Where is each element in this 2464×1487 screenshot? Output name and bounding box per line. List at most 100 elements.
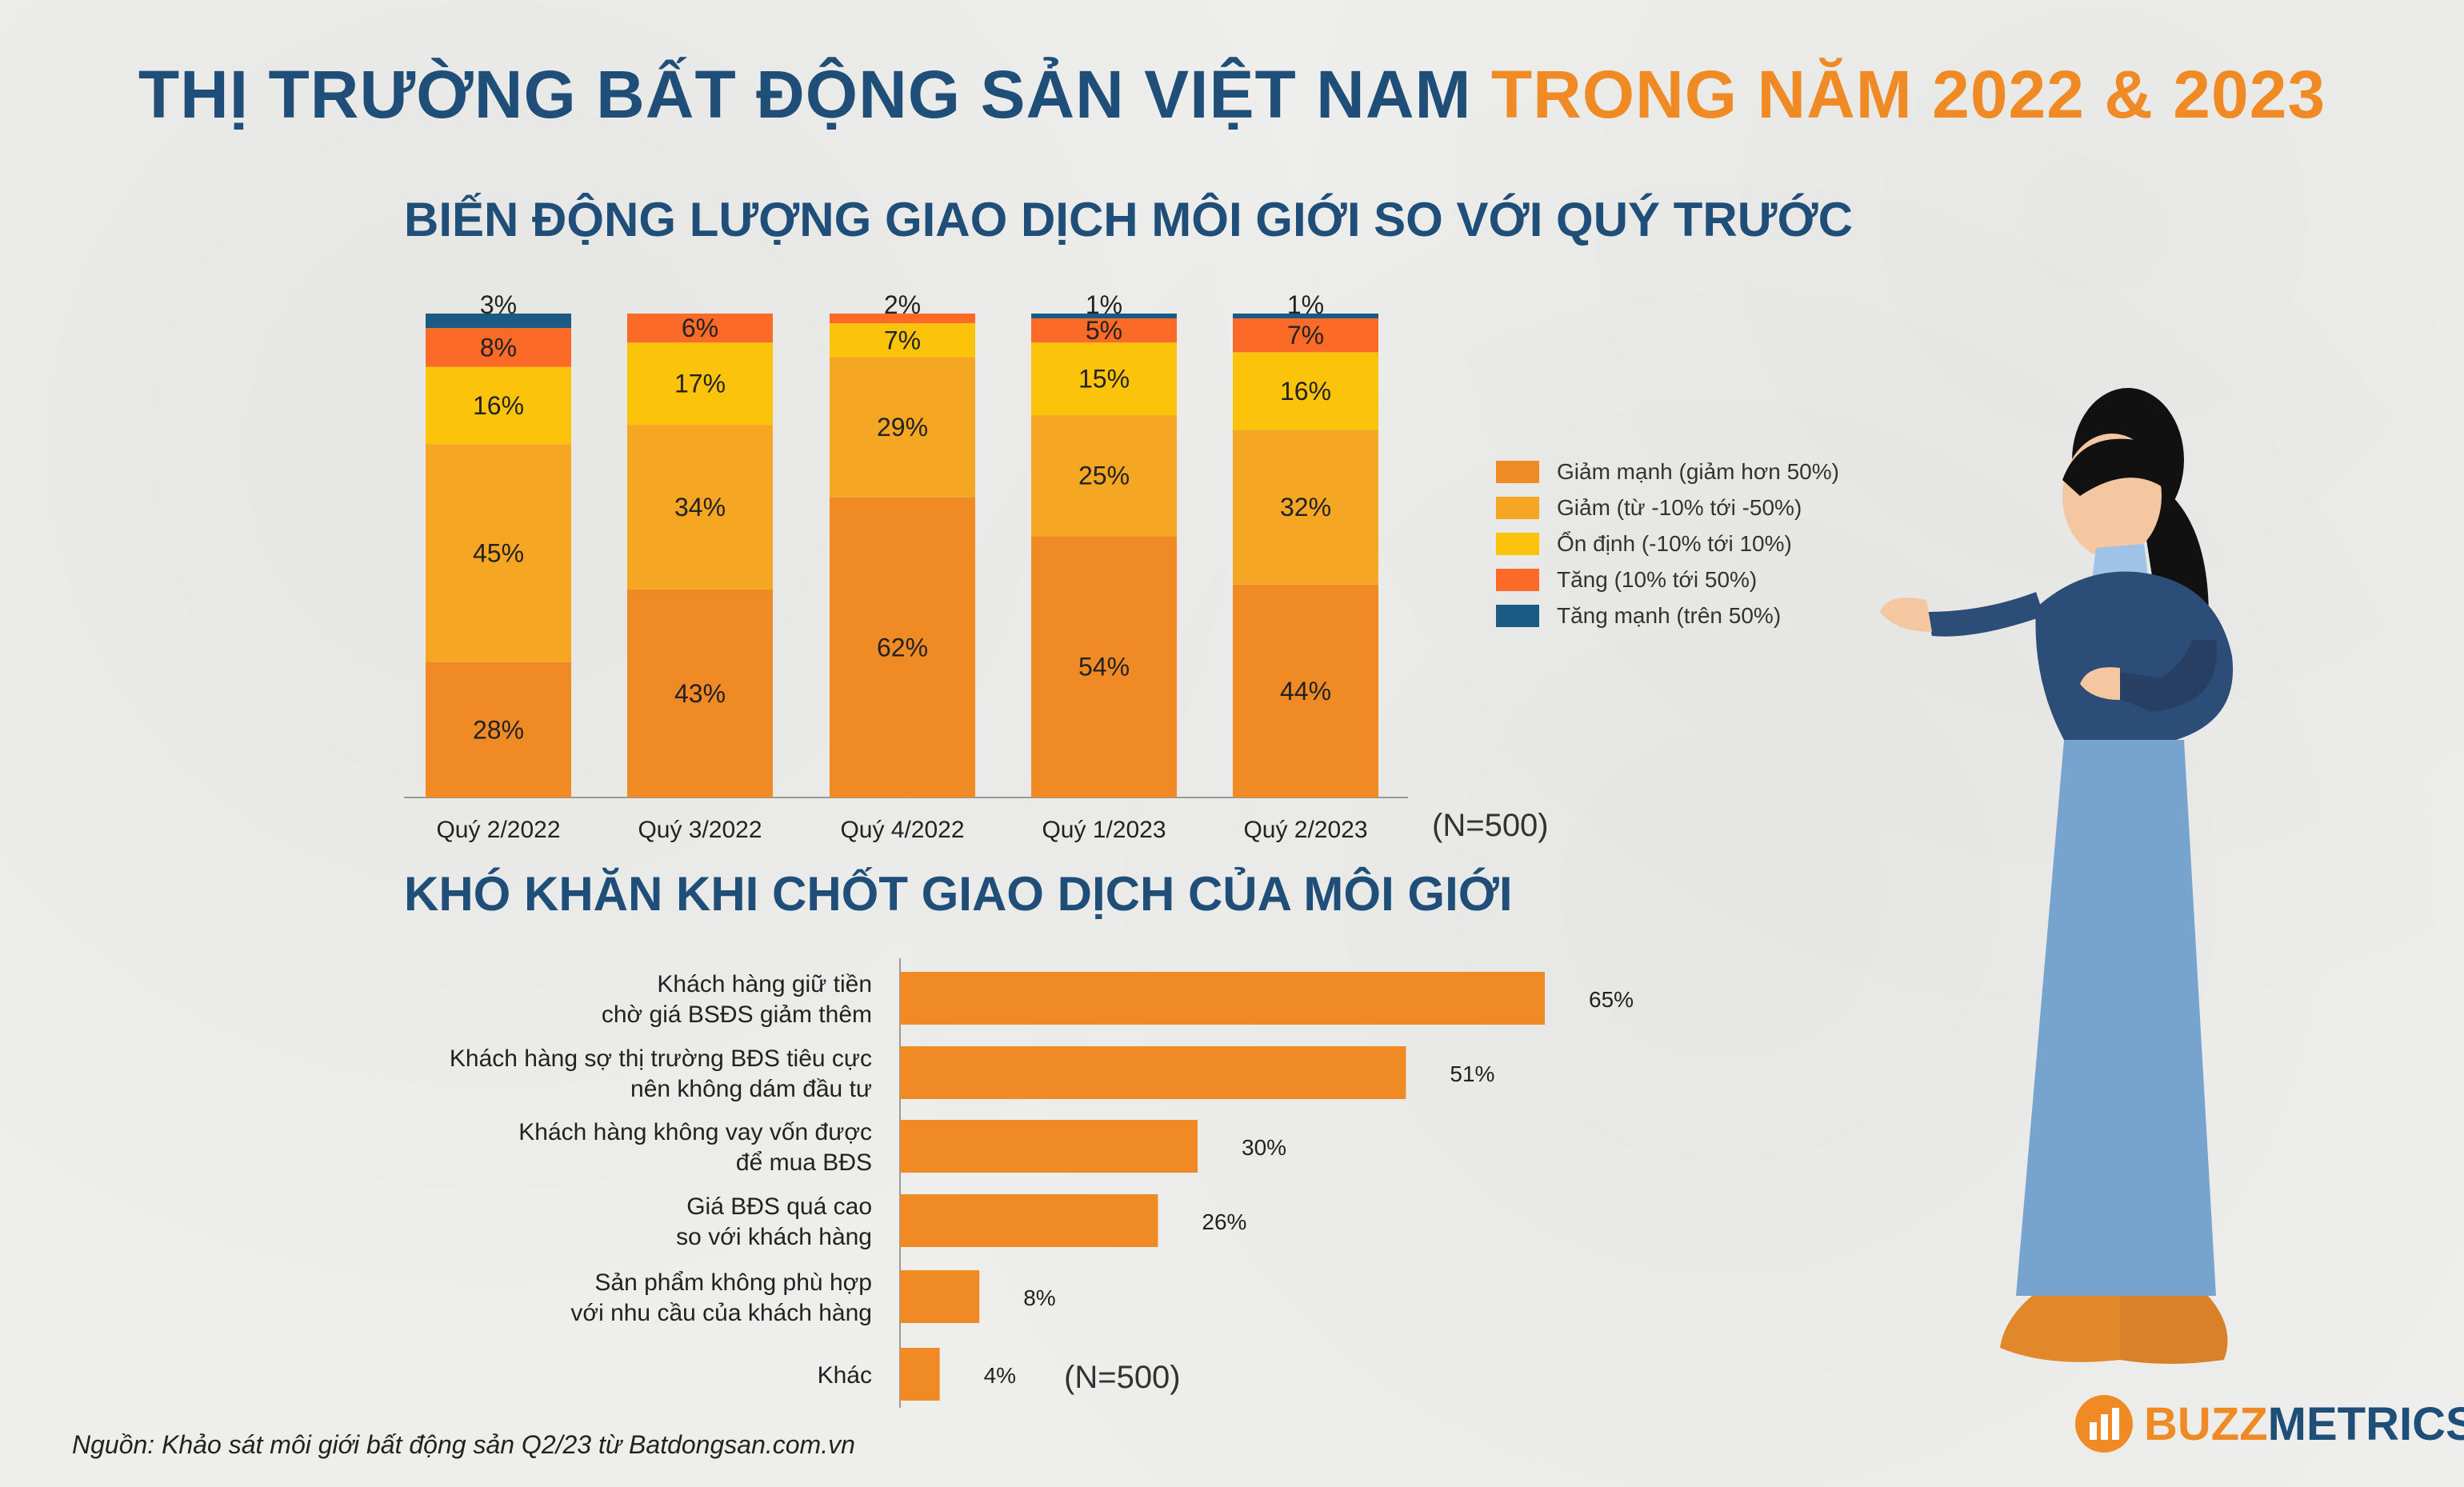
stacked-bar-segment [1233,584,1378,797]
horizontal-chart-category-label: nên không dám đầu tư [630,1076,872,1102]
horizontal-chart-category-label: chờ giá BSĐS giảm thêm [602,1001,872,1028]
stacked-bar-segment [1031,314,1177,319]
stacked-chart-category-label: Quý 1/2023 [1042,817,1166,843]
legend-swatch [1496,568,1539,591]
stacked-bar-value-label: 7% [1287,321,1324,350]
stacked-bar-value-label: 8% [480,333,517,362]
horizontal-chart-category-label: Khách hàng giữ tiền [657,971,872,997]
legend-item: Tăng (10% tới 50%) [1496,562,1839,598]
stacked-bar-top-label: 3% [480,290,517,319]
left-arm [1926,592,2044,637]
horizontal-chart-category-label: Khách hàng không vay vốn được [518,1119,872,1145]
stacked-bar-segment [1233,430,1378,585]
stacked-bar-value-label: 5% [1086,316,1122,345]
stacked-bar-value-label: 15% [1078,365,1130,394]
legend-swatch [1496,496,1539,519]
horizontal-chart-title: KHÓ KHĂN KHI CHỐT GIAO DỊCH CỦA MÔI GIỚI [404,867,1513,921]
collar [2092,544,2148,580]
horizontal-bar [900,972,1545,1025]
stacked-bar-value-label: 28% [473,715,524,744]
stacked-chart-category-label: Quý 4/2022 [840,817,964,843]
horizontal-bar [900,1270,980,1323]
horizontal-chart-category-label: để mua BĐS [736,1149,872,1176]
stacked-bar-segment [1233,318,1378,353]
stacked-bar-segment [426,444,571,662]
stacked-chart-category-label: Quý 2/2023 [1243,817,1367,843]
stacked-bar-value-label: 32% [1280,493,1331,522]
legend-label: Tăng (10% tới 50%) [1557,566,1758,592]
stacked-bar-value-label: 43% [674,679,726,708]
presenter-woman-illustration [1880,388,2234,1364]
right-hand [2080,667,2120,700]
stacked-bar-value-label: 17% [674,370,726,398]
stacked-bar-segment [627,342,773,426]
horizontal-chart-category-label: Khách hàng sợ thị trường BĐS tiêu cực [450,1045,872,1072]
stacked-bar-segment [627,425,773,590]
horizontal-chart-category-label: so với khách hàng [676,1224,872,1250]
horizontal-bar-value-label: 8% [1023,1285,1055,1310]
stacked-bar-segment [830,497,975,797]
stacked-bar-value-label: 44% [1280,677,1331,706]
stacked-bar-segment [426,366,571,445]
logo-text-metrics: METRICS [2267,1397,2464,1450]
stacked-chart-legend: Giảm mạnh (giảm hơn 50%) Giảm (từ -10% tớ… [1496,454,1839,634]
stacked-bar-segment [627,589,773,797]
stacked-bar-segment [1233,314,1378,319]
logo-text-buzz: BUZZ [2144,1397,2268,1450]
stacked-bar-value-label: 6% [682,314,718,342]
title-part-1: THỊ TRƯỜNG BẤT ĐỘNG SẢN VIỆT NAM [138,57,1472,132]
horizontal-chart-category-label: Sản phẩm không phù hợp [594,1269,872,1296]
buzzmetrics-logo-icon [2075,1395,2133,1453]
horizontal-bar-value-label: 26% [1202,1209,1246,1234]
right-arm [2112,640,2217,712]
stacked-bar-value-label: 29% [877,413,928,442]
horizontal-bar-value-label: 30% [1242,1135,1286,1160]
legend-item: Giảm (từ -10% tới -50%) [1496,490,1839,526]
stacked-bar-segment [1031,415,1177,537]
right-shoe [2120,1296,2228,1364]
horizontal-chart-category-label: Giá BĐS quá cao [686,1193,872,1220]
page-title: THỊ TRƯỜNG BẤT ĐỘNG SẢN VIỆT NAM TRONG N… [0,56,2464,134]
title-part-2: TRONG NĂM 2022 & 2023 [1490,57,2326,132]
horizontal-chart-sample-note: (N=500) [1064,1360,1181,1395]
stacked-bar-segment [1233,352,1378,430]
legend-label: Tăng mạnh (trên 50%) [1557,602,1782,628]
left-shoe [2000,1296,2120,1362]
stacked-bar-segment [1031,536,1177,797]
stacked-bar-value-label: 25% [1078,462,1130,490]
legend-item: Giảm mạnh (giảm hơn 50%) [1496,454,1839,490]
legend-item: Tăng mạnh (trên 50%) [1496,598,1839,634]
horizontal-bar-value-label: 4% [984,1363,1016,1388]
logo-text: BUZZMETRICS [2144,1397,2464,1451]
horizontal-bar [900,1194,1158,1247]
horizontal-bar [900,1046,1406,1099]
source-note: Nguồn: Khảo sát môi giới bất động sản Q2… [72,1430,855,1459]
stacked-chart-sample-note: (N=500) [1432,808,1549,843]
stacked-bar-segment [627,314,773,343]
legend-label: Giảm (từ -10% tới -50%) [1557,494,1802,520]
legend-label: Giảm mạnh (giảm hơn 50%) [1557,458,1839,484]
horizontal-bar [900,1348,940,1401]
stacked-bar-top-label: 1% [1086,290,1122,319]
legend-item: Ổn định (-10% tới 10%) [1496,526,1839,562]
stacked-bar-top-label: 1% [1287,290,1324,319]
stacked-chart-title: BIẾN ĐỘNG LƯỢNG GIAO DỊCH MÔI GIỚI SO VỚ… [404,193,1854,246]
horizontal-chart-category-label: Khác [818,1362,872,1389]
stacked-bar-segment [830,323,975,358]
stacked-bar-segment [1031,318,1177,343]
stacked-bar-segment [830,314,975,324]
horizontal-bar [900,1120,1198,1173]
horizontal-bar-value-label: 65% [1589,987,1634,1012]
stacked-bar-top-label: 2% [884,290,921,319]
legend-label: Ổn định (-10% tới 10%) [1557,530,1792,556]
stacked-bar-value-label: 62% [877,633,928,662]
stacked-bar-value-label: 34% [674,493,726,522]
horizontal-chart-category-label: với nhu cầu của khách hàng [570,1300,872,1326]
stacked-bar-segment [426,662,571,797]
stacked-bar-value-label: 16% [473,391,524,420]
stacked-chart-category-label: Quý 3/2022 [638,817,762,843]
stacked-bar-value-label: 7% [884,326,921,354]
legend-swatch [1496,460,1539,483]
left-hand [1880,598,1932,632]
